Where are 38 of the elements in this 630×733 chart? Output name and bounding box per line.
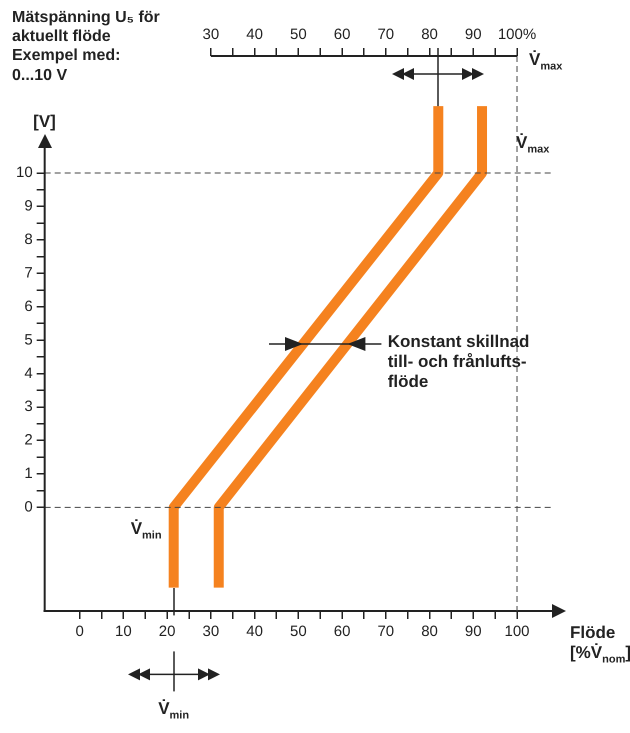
x-axis-title: Flöde [%V̇$_{nom}$]: [570, 623, 630, 667]
y-tick-label: 1: [24, 465, 33, 482]
x2-tick-label: 50: [290, 26, 307, 44]
y-tick-label: 9: [24, 198, 33, 215]
y-tick-label: 7: [24, 264, 33, 282]
x2-tick-label: 90: [464, 26, 482, 44]
chart-title: Mätspänning U₅ för aktuellt flöde Exempel med: 0...10 V: [12, 8, 160, 85]
x2-tick-label: 30: [202, 26, 220, 44]
x-tick-label: 20: [158, 623, 176, 640]
x-tick-label: 50: [290, 623, 307, 640]
x2-tick-label: 60: [334, 26, 350, 44]
x-tick-label: 40: [246, 623, 263, 640]
y-tick-label: 4: [24, 364, 33, 382]
x-tick-label: 100: [504, 623, 530, 640]
annotation: Konstant skillnad till- och frånlufts- flöde: [388, 332, 530, 393]
x2-tick-label: 80: [421, 26, 438, 44]
y-tick-label: 6: [24, 298, 33, 315]
x2-tick-label: 40: [246, 26, 263, 44]
y-tick-label: 0: [24, 498, 33, 516]
x-tick-label: 10: [115, 623, 132, 640]
x2-tick-label: 70: [377, 26, 394, 44]
annotation: V̇$_{min}$: [130, 519, 162, 543]
annotation: V̇$_{max}$: [516, 133, 550, 157]
y-tick-label: 5: [24, 331, 33, 348]
y-tick-label: 2: [24, 432, 33, 449]
x2-axis-title: V̇$_{max}$: [529, 50, 562, 74]
x-tick-label: 60: [334, 623, 350, 640]
x-tick-label: 0: [76, 623, 84, 640]
y-tick-label: 10: [16, 164, 33, 182]
y-tick-label: 3: [24, 398, 33, 416]
x2-tick-label: 100%: [498, 26, 536, 44]
y-axis-title: [V]: [33, 112, 56, 132]
x-tick-label: 70: [377, 623, 394, 640]
x-tick-label: 30: [202, 623, 220, 640]
text: V̇$_{min}$: [158, 699, 190, 723]
y-tick-label: 8: [24, 231, 33, 248]
x-tick-label: 80: [421, 623, 438, 640]
x-tick-label: 90: [464, 623, 482, 640]
